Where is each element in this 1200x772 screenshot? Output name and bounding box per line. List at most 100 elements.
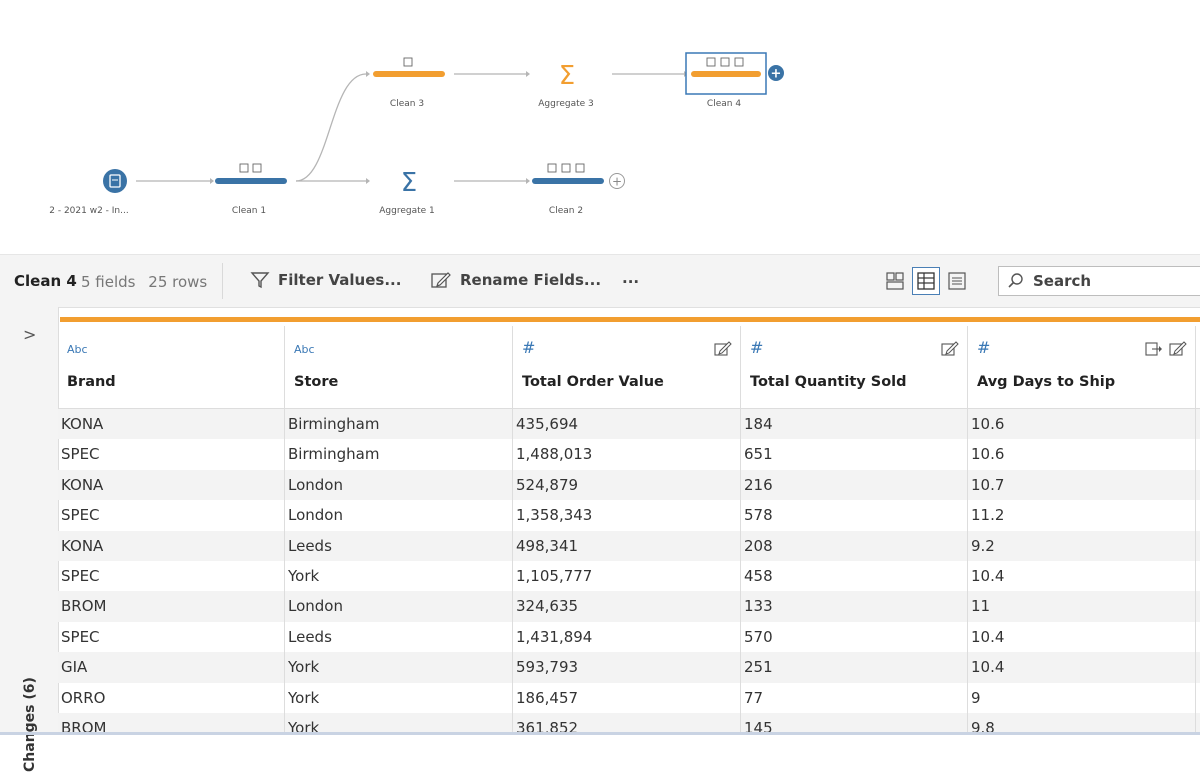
profile-view-button[interactable]	[881, 267, 909, 295]
cell-total-quantity-sold[interactable]: 651	[741, 439, 968, 470]
cell-total-order-value[interactable]: 1,358,343	[513, 500, 741, 531]
cell-avg-days-to-ship[interactable]: 10.6	[968, 409, 1196, 440]
cell-brand[interactable]: BROM	[58, 591, 285, 622]
column-header-brand[interactable]: Abc Brand	[58, 326, 285, 408]
input-node[interactable]	[103, 169, 127, 193]
cell-avg-days-to-ship[interactable]: 10.7	[968, 469, 1196, 501]
table-row[interactable]: SPEC Leeds 1,431,894 570 10.4	[58, 621, 1200, 653]
cell-total-quantity-sold[interactable]: 184	[741, 409, 968, 440]
table-row[interactable]: KONA London 524,879 216 10.7	[58, 469, 1200, 501]
cell-avg-days-to-ship[interactable]: 9.2	[968, 530, 1196, 561]
cell-brand[interactable]: BROM	[58, 712, 285, 735]
cell-store[interactable]: London	[285, 469, 513, 501]
cell-total-quantity-sold[interactable]: 570	[741, 621, 968, 653]
column-header-total-order-value[interactable]: # Total Order Value	[513, 326, 741, 408]
cell-total-quantity-sold[interactable]: 208	[741, 530, 968, 561]
edit-icon[interactable]	[714, 341, 732, 357]
filter-values-button[interactable]: Filter Values...	[250, 271, 401, 289]
string-type-icon[interactable]: Abc	[67, 343, 88, 356]
table-row[interactable]: SPEC London 1,358,343 578 11.2	[58, 500, 1200, 531]
cell-avg-days-to-ship[interactable]: 10.4	[968, 621, 1196, 653]
cell-total-order-value[interactable]: 498,341	[513, 530, 741, 561]
cell-brand[interactable]: KONA	[58, 530, 285, 561]
cell-avg-days-to-ship[interactable]: 9.8	[968, 712, 1196, 735]
column-header-avg-days-to-ship[interactable]: # Avg Days to Ship	[968, 326, 1196, 408]
cell-total-order-value[interactable]: 324,635	[513, 591, 741, 622]
cell-total-order-value[interactable]: 186,457	[513, 682, 741, 713]
cell-store[interactable]: York	[285, 652, 513, 683]
more-options-button[interactable]: ...	[622, 269, 639, 287]
table-row[interactable]: KONA Birmingham 435,694 184 10.6	[58, 409, 1200, 440]
cell-total-order-value[interactable]: 524,879	[513, 469, 741, 501]
table-row[interactable]: BROM York 361,852 145 9.8	[58, 712, 1200, 735]
step-meta: 5 fields 25 rows	[81, 273, 215, 291]
table-row[interactable]: BROM London 324,635 133 11	[58, 591, 1200, 622]
changes-panel[interactable]: > Changes (6)	[0, 307, 59, 772]
cell-total-quantity-sold[interactable]: 133	[741, 591, 968, 622]
clean3-node[interactable]	[373, 57, 445, 77]
clean4-node[interactable]: +	[685, 52, 784, 95]
number-type-icon[interactable]: #	[750, 338, 764, 357]
cell-brand[interactable]: SPEC	[58, 439, 285, 470]
cell-store[interactable]: York	[285, 712, 513, 735]
column-header-total-quantity-sold[interactable]: # Total Quantity Sold	[741, 326, 968, 408]
list-view-button[interactable]	[943, 267, 971, 295]
cell-avg-days-to-ship[interactable]: 11	[968, 591, 1196, 622]
cell-total-quantity-sold[interactable]: 578	[741, 500, 968, 531]
number-type-icon[interactable]: #	[977, 338, 991, 357]
table-row[interactable]: SPEC York 1,105,777 458 10.4	[58, 560, 1200, 592]
cell-brand[interactable]: GIA	[58, 652, 285, 683]
column-header-store[interactable]: Abc Store	[285, 326, 513, 408]
cell-store[interactable]: Leeds	[285, 621, 513, 653]
cell-avg-days-to-ship[interactable]: 10.4	[968, 652, 1196, 683]
cell-avg-days-to-ship[interactable]: 9	[968, 682, 1196, 713]
cell-store[interactable]: London	[285, 591, 513, 622]
cell-store[interactable]: Leeds	[285, 530, 513, 561]
table-body: KONA Birmingham 435,694 184 10.6 SPEC Birming…	[58, 409, 1200, 735]
cell-total-quantity-sold[interactable]: 251	[741, 652, 968, 683]
edit-icon[interactable]	[1169, 341, 1187, 357]
rename-fields-button[interactable]: Rename Fields...	[430, 271, 601, 289]
string-type-icon[interactable]: Abc	[294, 343, 315, 356]
table-row[interactable]: KONA Leeds 498,341 208 9.2	[58, 530, 1200, 561]
cell-total-order-value[interactable]: 1,488,013	[513, 439, 741, 470]
search-input[interactable]: Search	[998, 266, 1200, 296]
cell-brand[interactable]: KONA	[58, 469, 285, 501]
cell-store[interactable]: Birmingham	[285, 409, 513, 440]
cell-brand[interactable]: KONA	[58, 409, 285, 440]
edit-icon[interactable]	[941, 341, 959, 357]
cell-store[interactable]: York	[285, 560, 513, 592]
cell-total-order-value[interactable]: 361,852	[513, 712, 741, 735]
more-options-label: ...	[622, 269, 640, 287]
cell-total-quantity-sold[interactable]: 145	[741, 712, 968, 735]
expand-chevron-icon[interactable]: >	[23, 325, 37, 344]
clean2-node[interactable]: +	[532, 163, 625, 189]
data-grid-view-button[interactable]	[912, 267, 940, 295]
cell-avg-days-to-ship[interactable]: 10.4	[968, 560, 1196, 592]
cell-store[interactable]: London	[285, 500, 513, 531]
cell-total-quantity-sold[interactable]: 458	[741, 560, 968, 592]
cell-store[interactable]: York	[285, 682, 513, 713]
cell-brand[interactable]: SPEC	[58, 621, 285, 653]
table-row[interactable]: GIA York 593,793 251 10.4	[58, 652, 1200, 683]
cell-total-order-value[interactable]: 1,431,894	[513, 621, 741, 653]
cell-total-order-value[interactable]: 1,105,777	[513, 560, 741, 592]
cell-brand[interactable]: SPEC	[58, 500, 285, 531]
clean3-label: Clean 3	[389, 99, 425, 109]
number-type-icon[interactable]: #	[522, 338, 536, 357]
cell-avg-days-to-ship[interactable]: 10.6	[968, 439, 1196, 470]
cell-store[interactable]: Birmingham	[285, 439, 513, 470]
cell-total-order-value[interactable]: 593,793	[513, 652, 741, 683]
flow-canvas[interactable]: Σ + Σ + 2 - 2021 w2 - In... Clean 1 Clea…	[0, 0, 1200, 252]
table-row[interactable]: SPEC Birmingham 1,488,013 651 10.6	[58, 439, 1200, 470]
cell-brand[interactable]: SPEC	[58, 560, 285, 592]
cell-total-quantity-sold[interactable]: 77	[741, 682, 968, 713]
clean1-node[interactable]	[215, 163, 287, 184]
cell-total-order-value[interactable]: 435,694	[513, 409, 741, 440]
cell-avg-days-to-ship[interactable]: 11.2	[968, 500, 1196, 531]
cell-total-quantity-sold[interactable]: 216	[741, 469, 968, 501]
calculation-icon[interactable]	[1145, 341, 1163, 357]
table-row[interactable]: ORRO York 186,457 77 9	[58, 682, 1200, 713]
clean4-label: Clean 4	[706, 99, 742, 109]
cell-brand[interactable]: ORRO	[58, 682, 285, 713]
